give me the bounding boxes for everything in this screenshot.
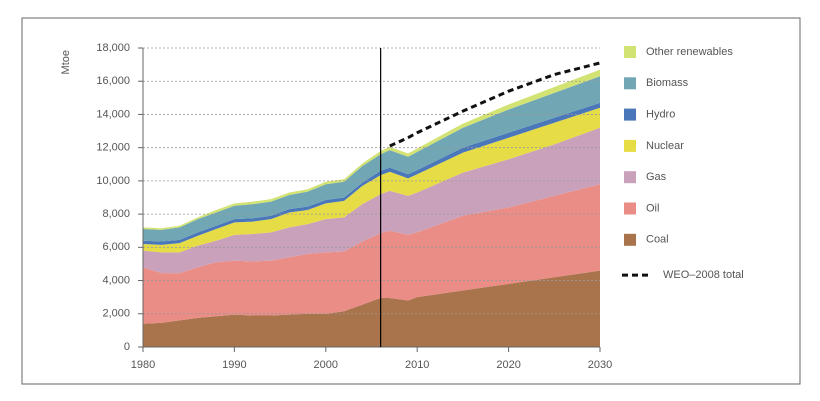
- y-tick-label: 14,000: [96, 108, 130, 120]
- area: [143, 184, 600, 324]
- x-tick-label: 2010: [405, 359, 429, 371]
- y-axis-label: Mtoe: [60, 50, 72, 74]
- area: [143, 127, 600, 274]
- legend-label: Other renewables: [646, 46, 733, 58]
- legend-label: Gas: [646, 171, 667, 183]
- legend-label: Oil: [646, 202, 659, 214]
- legend-swatch: [624, 233, 636, 246]
- legend-swatch: [624, 202, 636, 215]
- y-tick-label: 10,000: [96, 175, 130, 187]
- y-tick-label: 16,000: [96, 75, 130, 87]
- legend-label: Nuclear: [646, 140, 684, 152]
- y-tick-label: 2,000: [102, 308, 130, 320]
- x-tick-label: 1990: [222, 359, 246, 371]
- area: [143, 270, 600, 347]
- legend-label: Biomass: [646, 77, 689, 89]
- legend-swatch: [624, 108, 636, 121]
- y-tick-label: 12,000: [96, 142, 130, 154]
- projection-line: [389, 61, 601, 148]
- y-tick-label: 18,000: [96, 42, 130, 54]
- y-tick-label: 4,000: [102, 274, 130, 286]
- x-tick-label: 1980: [131, 359, 155, 371]
- legend-label: WEO–2008 total: [663, 269, 744, 281]
- y-tick-label: 0: [124, 341, 130, 353]
- legend-swatch: [624, 46, 636, 58]
- x-tick-label: 2020: [496, 359, 520, 371]
- x-tick-label: 2030: [588, 359, 612, 371]
- legend-swatch: [624, 139, 636, 152]
- y-tick-label: 6,000: [102, 241, 130, 253]
- legend-swatch: [624, 171, 636, 184]
- area: [143, 76, 600, 242]
- y-tick-label: 8,000: [102, 208, 130, 220]
- x-tick-label: 2000: [314, 359, 338, 371]
- legend-swatch: [624, 77, 636, 90]
- legend-label: Hydro: [646, 109, 675, 121]
- frame: [21, 17, 801, 385]
- legend-label: Coal: [646, 234, 669, 246]
